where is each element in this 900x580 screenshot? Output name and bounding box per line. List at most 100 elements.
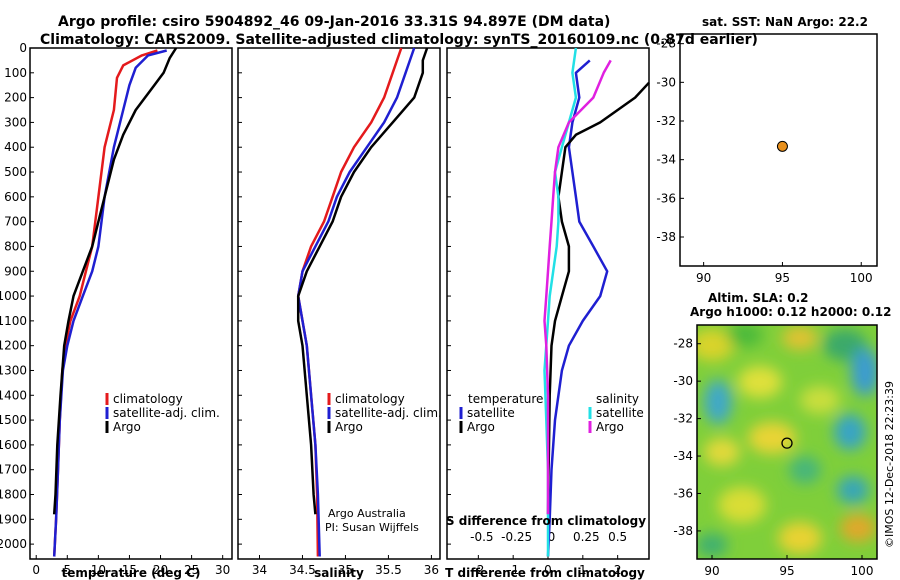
depth-tick-label: 1300 <box>0 363 27 377</box>
argo-location-marker-sla <box>781 437 793 449</box>
map-x-tick-label: 95 <box>775 271 790 285</box>
depth-tick-label: 0 <box>19 41 27 55</box>
map-y-tick-label: -32 <box>656 114 676 128</box>
salinity-legend: climatology satellite-adj. clim. Argo <box>327 392 442 434</box>
map-y-tick-label: -36 <box>673 486 693 500</box>
legend-label-argo: Argo <box>335 420 363 434</box>
difference-xlabel-top: S difference from climatology <box>446 514 646 528</box>
s-diff-tick-label: -0.25 <box>501 530 532 544</box>
map-y-tick-label: -38 <box>673 524 693 538</box>
sst-map-frame <box>679 33 878 267</box>
map-y-tick-label: -34 <box>673 449 693 463</box>
map-y-tick-label: -30 <box>673 374 693 388</box>
x-tick-label: 10 <box>91 563 106 577</box>
temperature-plot: 0100200300400500600700800900100011001200… <box>0 41 230 577</box>
imos-stamp: ©IMOS 12-Dec-2018 22:23:39 <box>883 381 896 548</box>
map-y-tick-label: -36 <box>656 191 676 205</box>
legend-label-satellite-adj: satellite-adj. clim. <box>335 406 442 420</box>
x-tick-label: 15 <box>122 563 137 577</box>
legend-title-temperature: temperature <box>468 392 543 406</box>
map-y-tick-label: -34 <box>656 153 676 167</box>
sst-map-title: sat. SST: NaN Argo: 22.2 <box>702 15 868 29</box>
x-tick-label: -2 <box>472 563 484 577</box>
depth-tick-label: 100 <box>4 66 27 80</box>
depth-tick-label: 800 <box>4 239 27 253</box>
x-tick-label: 20 <box>153 563 168 577</box>
salinity-panel-frame <box>237 47 441 560</box>
legend-title-salinity: salinity <box>596 392 639 406</box>
legend-label-s-argo: Argo <box>596 420 624 434</box>
map-x-tick-label: 95 <box>779 564 794 578</box>
map-y-tick-label: -28 <box>656 37 676 51</box>
depth-tick-label: 1700 <box>0 463 27 477</box>
depth-tick-label: 900 <box>4 264 27 278</box>
sla-map-field <box>697 325 877 559</box>
depth-tick-label: 1200 <box>0 339 27 353</box>
temperature-legend: climatology satellite-adj. clim. Argo <box>105 392 220 434</box>
map-x-tick-label: 90 <box>704 564 719 578</box>
map-y-tick-label: -38 <box>656 230 676 244</box>
legend-label-climatology: climatology <box>113 392 183 406</box>
x-tick-label: 36 <box>424 563 439 577</box>
series-line-argo <box>296 47 429 515</box>
x-tick-label: 1 <box>579 563 587 577</box>
series-line-argo <box>52 47 178 515</box>
depth-tick-label: 1600 <box>0 438 27 452</box>
map-x-tick-label: 90 <box>696 271 711 285</box>
x-tick-label: -1 <box>507 563 519 577</box>
sst-map-axes: 90 95 100 -28 -30 -32 -34 -36 -38 <box>656 37 872 285</box>
figure-title-line2: Climatology: CARS2009. Satellite-adjuste… <box>40 32 758 48</box>
difference-xlabel: T difference from climatology <box>445 566 645 580</box>
map-y-tick-label: -30 <box>656 75 676 89</box>
series-line-climatology <box>52 49 158 557</box>
salinity-xlabel: salinity <box>314 566 364 580</box>
temperature-panel-frame <box>29 47 233 560</box>
series-line-salinity-argo <box>543 59 612 515</box>
x-tick-label: 2 <box>614 563 622 577</box>
depth-tick-label: 1100 <box>0 314 27 328</box>
depth-tick-label: 400 <box>4 140 27 154</box>
argo-location-marker <box>776 140 788 152</box>
x-tick-label: 34 <box>252 563 267 577</box>
x-tick-label: 35.5 <box>375 563 402 577</box>
x-tick-label: 25 <box>184 563 199 577</box>
depth-tick-label: 1000 <box>0 289 27 303</box>
series-line-salinity-satellite <box>543 47 578 557</box>
s-diff-tick-label: 0.5 <box>608 530 627 544</box>
depth-tick-label: 200 <box>4 91 27 105</box>
legend-label-argo: Argo <box>113 420 141 434</box>
series-line-temperature-argo <box>546 81 650 515</box>
sla-blobs <box>697 325 877 557</box>
depth-tick-label: 500 <box>4 165 27 179</box>
legend-label-climatology: climatology <box>335 392 405 406</box>
map-y-tick-label: -28 <box>673 337 693 351</box>
depth-tick-label: 2000 <box>0 537 27 551</box>
x-tick-label: 0 <box>544 563 552 577</box>
temperature-xlabel: temperature (deg C) <box>62 566 201 580</box>
s-diff-tick-label: 0.25 <box>573 530 600 544</box>
x-tick-label: 34.5 <box>289 563 316 577</box>
figure-title-line1: Argo profile: csiro 5904892_46 09-Jan-20… <box>58 14 610 30</box>
depth-tick-label: 600 <box>4 190 27 204</box>
s-diff-tick-label: -0.5 <box>470 530 493 544</box>
salinity-plot: 34 34.5 35 35.5 36 <box>238 47 439 577</box>
s-diff-tick-label: 0 <box>548 530 556 544</box>
map-x-tick-label: 100 <box>851 564 874 578</box>
sla-map-title-line2: Argo h1000: 0.12 h2000: 0.12 <box>690 305 891 319</box>
legend-label-t-satellite: satellite <box>467 406 515 420</box>
depth-tick-label: 1500 <box>0 413 27 427</box>
credit-line2: PI: Susan Wijffels <box>325 521 419 534</box>
map-y-tick-label: -32 <box>673 412 693 426</box>
legend-label-t-argo: Argo <box>467 420 495 434</box>
x-tick-label: 30 <box>215 563 230 577</box>
credit-line1: Argo Australia <box>328 507 406 520</box>
series-line-satellite-adj-clim <box>296 47 416 557</box>
x-tick-label: 0 <box>32 563 40 577</box>
x-tick-label: 35 <box>338 563 353 577</box>
legend-label-satellite-adj: satellite-adj. clim. <box>113 406 220 420</box>
difference-plot: -2 -1 0 1 2 -0.5 -0.25 0 0.25 0.5 <box>447 47 650 577</box>
depth-tick-label: 300 <box>4 115 27 129</box>
depth-tick-label: 1800 <box>0 488 27 502</box>
depth-tick-label: 700 <box>4 215 27 229</box>
